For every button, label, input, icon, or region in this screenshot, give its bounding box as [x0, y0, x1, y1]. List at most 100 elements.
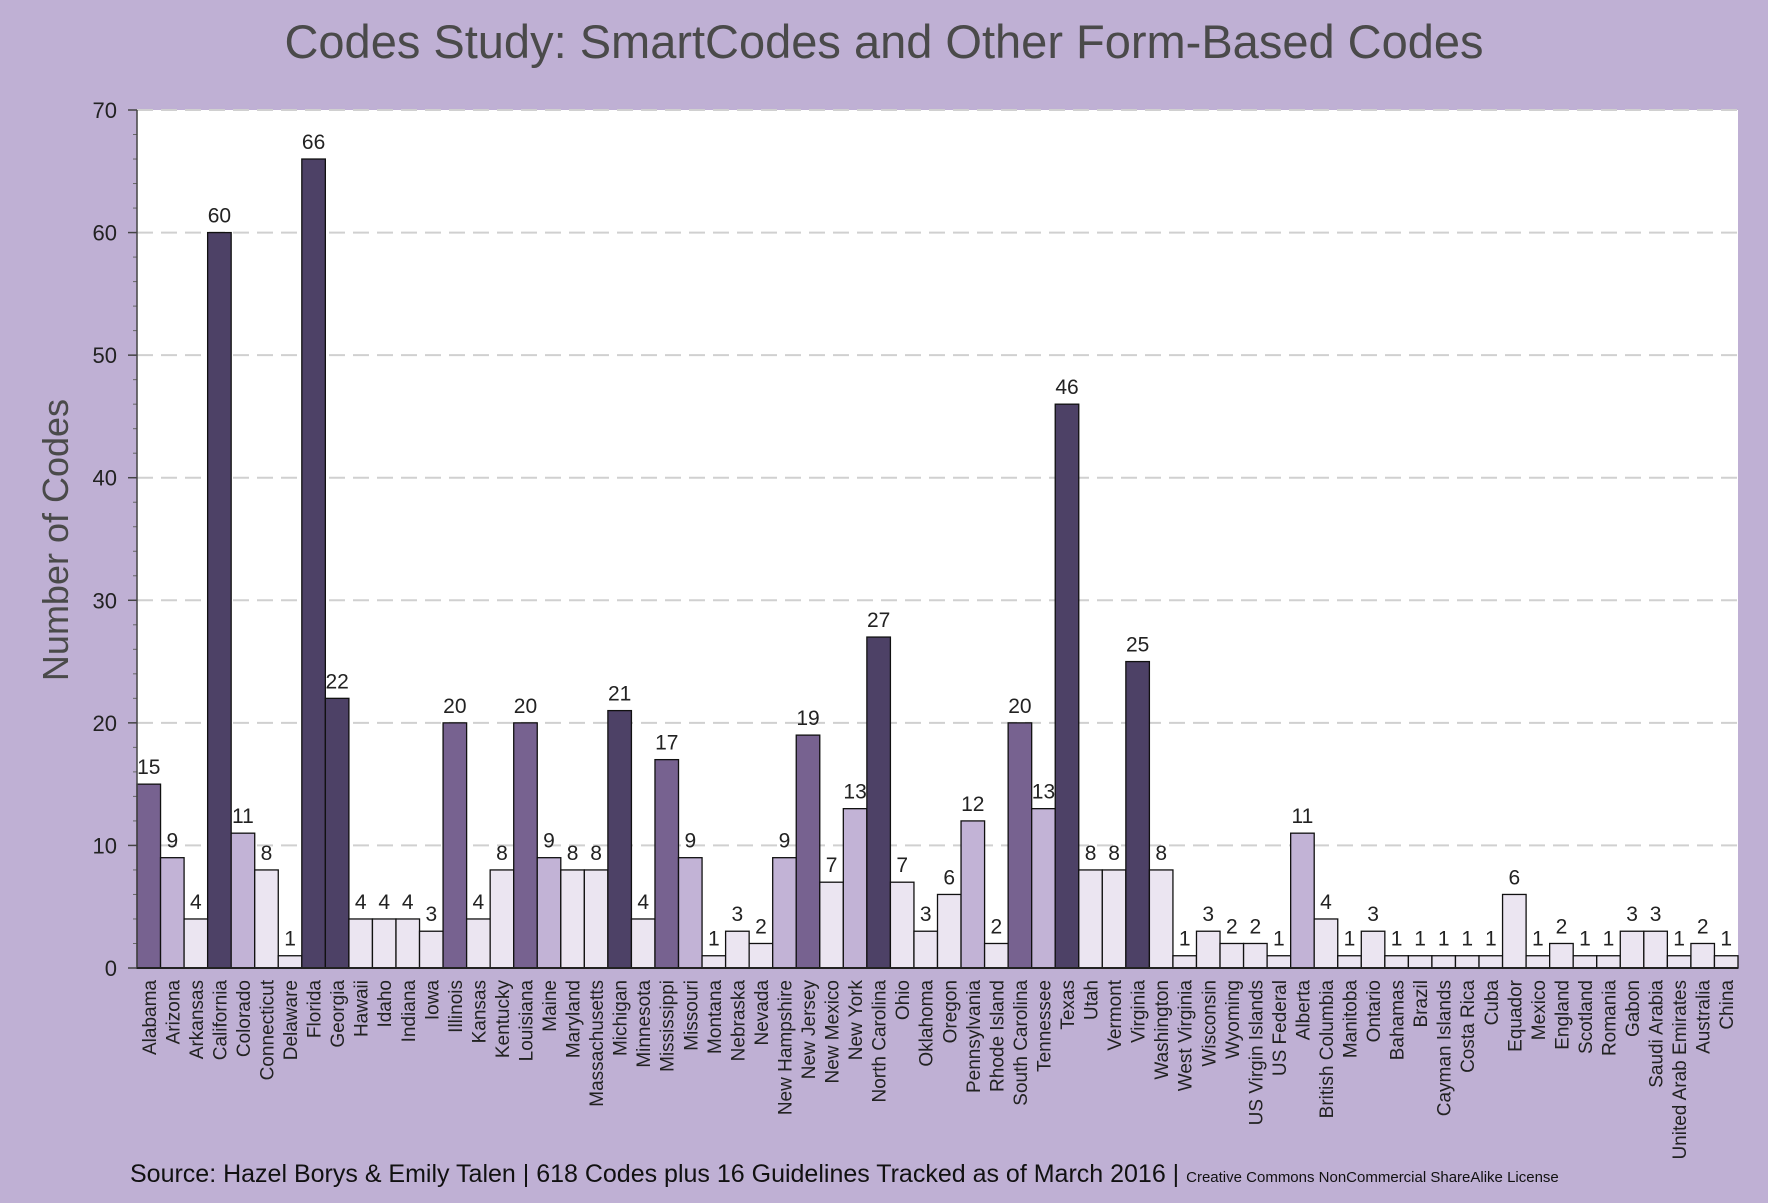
x-tick-label: Saudi Arabia	[1647, 980, 1668, 1088]
data-label: 27	[867, 609, 890, 632]
bar	[1031, 808, 1056, 969]
x-tick-label: Scotland	[1576, 980, 1597, 1054]
bar	[513, 722, 538, 969]
data-label: 6	[943, 866, 955, 889]
bar	[1431, 955, 1457, 969]
bar	[348, 918, 374, 969]
x-tick-label: New Mexico	[823, 980, 844, 1083]
bar	[1219, 942, 1245, 969]
data-label: 13	[1032, 781, 1055, 804]
x-tick-label: US Virgin Islands	[1246, 980, 1267, 1125]
x-tick-label: Kentucky	[493, 980, 514, 1059]
data-label: 17	[655, 732, 678, 755]
bar	[819, 881, 844, 969]
bar	[1548, 942, 1574, 969]
bar	[465, 918, 491, 969]
bar	[1337, 955, 1362, 969]
x-tick-label: Oklahoma	[917, 980, 938, 1067]
x-tick-label: Georgia	[328, 980, 349, 1048]
bar	[1313, 918, 1339, 969]
data-label: 1	[284, 928, 296, 951]
data-label: 60	[208, 205, 231, 228]
data-label: 8	[496, 842, 508, 865]
bar	[159, 857, 185, 969]
data-label: 1	[1485, 928, 1497, 951]
data-label: 11	[1292, 805, 1314, 828]
data-label: 1	[1532, 928, 1544, 951]
data-label: 66	[302, 131, 325, 154]
bar	[1478, 955, 1504, 969]
x-tick-label: Hawaii	[352, 980, 373, 1037]
bar	[183, 918, 209, 969]
bar	[1407, 955, 1433, 969]
bar	[1125, 660, 1151, 969]
data-label: 1	[1414, 928, 1426, 951]
x-tick-label: Australia	[1694, 980, 1715, 1054]
bar	[1619, 930, 1645, 969]
data-label: 20	[1008, 695, 1031, 718]
x-tick-label: Nebraska	[728, 980, 749, 1062]
x-tick-label: Ohio	[893, 980, 914, 1020]
x-tick-label: Arizona	[163, 980, 184, 1045]
data-label: 4	[473, 891, 485, 914]
data-label: 46	[1055, 376, 1078, 399]
data-label: 25	[1126, 634, 1149, 657]
data-label: 3	[732, 903, 744, 926]
data-label: 4	[402, 891, 414, 914]
bar	[1078, 869, 1103, 969]
x-tick-label: Colorado	[234, 980, 255, 1057]
data-label: 1	[1391, 928, 1403, 951]
x-tick-label: Washington	[1152, 980, 1173, 1080]
data-label: 4	[378, 891, 390, 914]
data-label: 3	[425, 903, 437, 926]
x-tick-label: Michigan	[611, 980, 632, 1056]
x-tick-label: Oregon	[940, 980, 961, 1043]
y-tick-label: 0	[105, 956, 117, 981]
x-tick-label: New York	[846, 980, 867, 1061]
bar	[607, 709, 633, 969]
bar	[1242, 942, 1268, 969]
bar	[136, 783, 162, 969]
bar	[254, 869, 279, 969]
bar	[701, 955, 727, 969]
data-label: 13	[843, 781, 866, 804]
x-tick-label: Illinois	[446, 980, 467, 1033]
bar	[324, 697, 350, 969]
data-label: 4	[355, 891, 367, 914]
bar	[560, 869, 585, 969]
bar	[1195, 930, 1221, 969]
y-tick-label: 50	[93, 343, 117, 368]
bar	[1101, 869, 1127, 969]
data-label: 4	[1320, 891, 1332, 914]
x-tick-label: Nevada	[752, 980, 773, 1046]
y-tick-label: 30	[93, 588, 117, 613]
x-tick-label: Montana	[705, 980, 726, 1054]
data-label: 1	[1461, 928, 1473, 951]
bar	[960, 820, 986, 969]
data-label: 1	[1179, 928, 1191, 951]
x-tick-label: Texas	[1058, 980, 1079, 1030]
data-label: 3	[1367, 903, 1379, 926]
data-label: 7	[896, 854, 908, 877]
bar	[1054, 403, 1080, 969]
data-label: 2	[1250, 915, 1262, 938]
x-tick-label: Mississippi	[658, 980, 679, 1072]
x-tick-label: Iowa	[422, 980, 443, 1021]
data-label: 6	[1508, 866, 1520, 889]
data-label: 1	[1603, 928, 1615, 951]
bar	[630, 918, 656, 969]
x-tick-label: United Arab Emirates	[1670, 980, 1691, 1160]
data-label: 8	[1108, 842, 1120, 865]
x-tick-label: Arkansas	[187, 980, 208, 1059]
data-label: 2	[755, 915, 767, 938]
x-tick-label: Kansas	[469, 980, 490, 1043]
x-tick-label: US Federal	[1270, 980, 1291, 1076]
y-tick-label: 20	[93, 711, 117, 736]
bar	[842, 808, 868, 969]
data-label: 2	[1226, 915, 1238, 938]
bar	[936, 893, 962, 969]
bar	[1501, 893, 1527, 969]
bar	[1713, 955, 1739, 969]
bar	[1690, 942, 1716, 969]
data-label: 7	[826, 854, 838, 877]
